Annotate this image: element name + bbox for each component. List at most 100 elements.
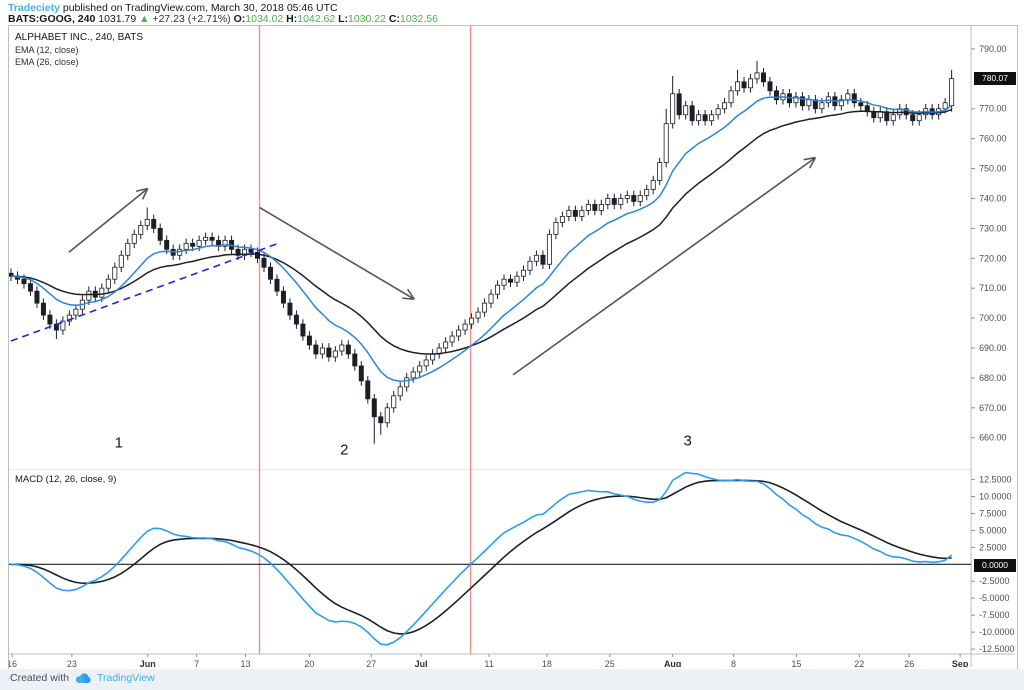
candle-body: [267, 266, 273, 280]
candle-body: [851, 93, 857, 104]
candle-body: [657, 162, 663, 181]
candle-body: [540, 254, 546, 265]
candle-body: [689, 105, 695, 122]
candle-body: [222, 239, 228, 247]
candle-body: [365, 380, 371, 400]
ema12-line: [10, 96, 953, 382]
dashed-trendline[interactable]: [10, 242, 279, 342]
trend-arrowhead: [808, 157, 817, 169]
candle-body: [890, 114, 896, 122]
candle-body: [793, 96, 799, 104]
candle-body: [611, 198, 617, 205]
candle-body: [585, 204, 591, 211]
candle-body: [838, 99, 844, 107]
candle-body: [125, 242, 131, 256]
trend-arrow[interactable]: [68, 187, 149, 253]
candle-body: [696, 114, 702, 122]
candle-body: [417, 365, 423, 373]
candle-body: [47, 314, 53, 325]
candle-body: [754, 72, 760, 80]
candle-body: [728, 90, 734, 104]
trend-arrow[interactable]: [512, 156, 816, 376]
candle-body: [871, 111, 877, 119]
header-line2-segment: 1042.62: [297, 13, 336, 25]
candle-body: [430, 353, 436, 361]
candle-body: [812, 99, 818, 110]
candle-body: [767, 81, 773, 92]
candle-body: [274, 278, 280, 292]
tradingview-link[interactable]: TradingView: [96, 672, 155, 684]
candle-body: [34, 290, 40, 304]
price-axis-label: 750.00: [979, 164, 1006, 174]
price-axis-label: 790.00: [979, 44, 1006, 54]
ema12-legend[interactable]: EMA (12, close): [15, 45, 79, 55]
candle-body: [819, 102, 825, 110]
candle-body: [637, 195, 643, 202]
header-line2-segment: 1034.02: [245, 13, 284, 25]
candle-body: [164, 239, 170, 250]
header-line2-segment: ▲: [139, 13, 150, 25]
candle-body: [9, 272, 14, 277]
candle-body: [722, 102, 728, 110]
trend-arrow[interactable]: [259, 206, 415, 300]
candle-body: [527, 260, 533, 271]
header-line2-segment: C:: [386, 13, 400, 25]
chart-header: Tradeciety published on TradingView.com,…: [0, 0, 1024, 25]
macd-signal-line: [10, 479, 952, 635]
macd-axis-label: -10.0000: [979, 627, 1014, 637]
candle-body: [559, 216, 565, 223]
time-axis-label: 26: [904, 659, 914, 667]
macd-line: [10, 471, 953, 646]
candle-body: [916, 114, 922, 122]
candle-body: [242, 248, 248, 256]
candle-body: [60, 320, 66, 331]
chart-area[interactable]: 1 2 3 790.00 770.00 760.00 750.00 740.00 730.00 7…: [8, 25, 1018, 670]
candle-body: [735, 81, 741, 92]
time-axis-label: 18: [542, 659, 552, 667]
candle-body: [99, 287, 105, 298]
candle-body: [624, 195, 630, 199]
candle-body: [397, 386, 403, 397]
candle-body: [144, 218, 150, 226]
candle-body: [462, 323, 468, 331]
chart-canvas[interactable]: 1 23790.00770.00760.00750.00740.00730.007…: [9, 26, 1015, 667]
price-pane-legend: ALPHABET INC., 240, BATS EMA (12, close)…: [15, 32, 143, 68]
candle-body: [196, 239, 202, 247]
time-axis-label: 25: [605, 659, 615, 667]
candle-body: [235, 248, 241, 256]
candle-body: [326, 347, 332, 358]
candle-body: [495, 284, 501, 295]
candle-body: [313, 344, 319, 355]
price-axis-label: 760.00: [979, 134, 1006, 144]
candle-body: [533, 254, 539, 262]
candle-body: [138, 224, 144, 235]
candle-body: [27, 283, 33, 292]
price-axis-label: 700.00: [979, 313, 1006, 323]
time-axis-label: 13: [241, 659, 251, 667]
time-axis-label: 16: [9, 659, 17, 667]
trend-arrowhead: [803, 156, 816, 161]
candle-body: [501, 278, 507, 286]
candle-body: [566, 210, 572, 217]
symbol-legend-title[interactable]: ALPHABET INC., 240, BATS: [15, 32, 144, 43]
candle-body: [345, 344, 351, 355]
candle-body: [293, 314, 299, 325]
candle-body: [40, 302, 46, 316]
candle-body: [514, 275, 520, 283]
header-line2-segment: H:: [283, 13, 298, 25]
ema26-legend[interactable]: EMA (26, close): [15, 57, 79, 67]
price-axis-label: 660.00: [979, 433, 1006, 443]
phase-label: 1: [115, 435, 123, 452]
candle-body: [358, 365, 364, 382]
candle-body: [287, 302, 293, 316]
time-axis-label: 27: [366, 659, 376, 667]
candle-body: [676, 93, 682, 116]
macd-axis-label: -5.0000: [979, 593, 1009, 603]
candle-body: [190, 242, 196, 247]
candle-body: [663, 123, 669, 163]
macd-pane-legend[interactable]: MACD (12, 26, close, 9): [15, 474, 117, 485]
macd-axis-label: -12.5000: [979, 644, 1014, 654]
header-line2-segment: 1032.56: [400, 13, 438, 25]
trend-arrowhead: [135, 187, 148, 193]
